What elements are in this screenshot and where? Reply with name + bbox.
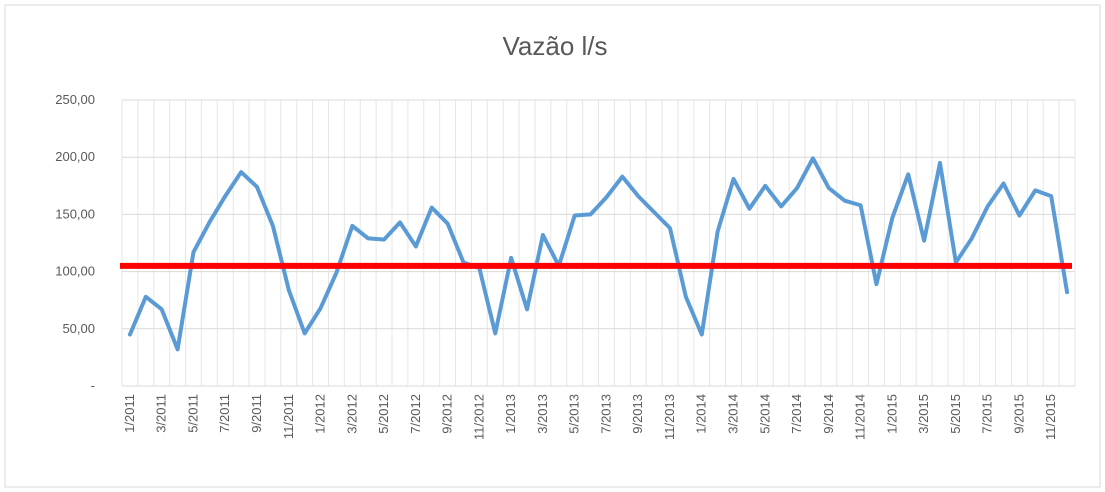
y-tick-label: - (91, 378, 95, 393)
x-tick-label: 3/2011 (154, 394, 169, 433)
x-tick-label: 3/2014 (726, 394, 741, 434)
x-tick-label: 11/2012 (471, 394, 486, 440)
data-line (127, 156, 1070, 352)
x-tick-label: 1/2012 (313, 394, 328, 434)
y-tick-label: 250,00 (55, 92, 95, 107)
x-tick-label: 5/2015 (948, 394, 963, 434)
x-tick-label: 5/2013 (567, 394, 582, 434)
x-tick-label: 11/2015 (1043, 394, 1058, 440)
x-tick-label: 9/2015 (1011, 394, 1026, 434)
y-tick-label: 50,00 (62, 321, 95, 336)
x-tick-label: 7/2014 (789, 394, 804, 434)
x-tick-label: 9/2011 (249, 394, 264, 433)
x-tick-label: 7/2013 (598, 394, 613, 434)
y-tick-label: 150,00 (55, 206, 95, 221)
x-tick-label: 1/2015 (884, 394, 899, 434)
x-tick-label: 3/2013 (535, 394, 550, 434)
chart-title: Vazão l/s (502, 31, 607, 61)
x-tick-label: 9/2013 (630, 394, 645, 434)
x-tick-label: 7/2011 (217, 394, 232, 433)
x-tick-label: 1/2013 (503, 394, 518, 434)
x-tick-label: 1/2011 (122, 394, 137, 433)
y-tick-label: 100,00 (55, 264, 95, 279)
x-tick-label: 7/2015 (980, 394, 995, 434)
y-tick-label: 200,00 (55, 149, 95, 164)
x-tick-label: 11/2014 (853, 394, 868, 440)
x-tick-label: 5/2014 (757, 394, 772, 434)
chart-border (4, 4, 1101, 488)
x-tick-label: 9/2012 (440, 394, 455, 434)
x-tick-label: 3/2015 (916, 394, 931, 434)
x-tick-label: 5/2011 (185, 394, 200, 433)
x-tick-label: 11/2011 (281, 394, 296, 439)
x-tick-label: 11/2013 (662, 394, 677, 440)
x-tick-label: 5/2012 (376, 394, 391, 434)
x-tick-label: 7/2012 (408, 394, 423, 434)
x-tick-label: 3/2012 (344, 394, 359, 434)
x-tick-label: 9/2014 (821, 394, 836, 434)
x-tick-label: 1/2014 (694, 394, 709, 434)
